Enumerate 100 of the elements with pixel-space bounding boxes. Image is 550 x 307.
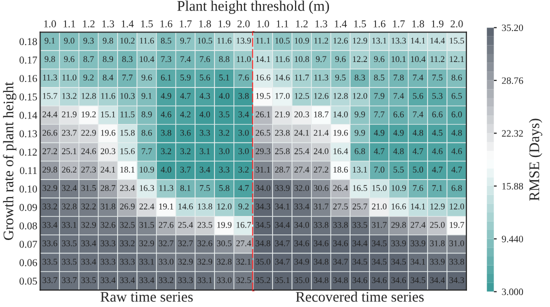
data-label: 3.7 bbox=[180, 166, 191, 173]
data-label: 7.5 bbox=[432, 74, 442, 81]
data-label: 6.0 bbox=[452, 111, 462, 118]
data-label: 33.4 bbox=[294, 204, 310, 210]
data-label: 35.1 bbox=[275, 277, 290, 284]
x-tick-label: 1.7 bbox=[392, 20, 405, 28]
y-tick-label: 0.13 bbox=[20, 130, 37, 138]
data-label: 15.8 bbox=[120, 130, 135, 136]
data-label: 25.4 bbox=[178, 222, 193, 228]
data-label: 8.3 bbox=[354, 74, 365, 81]
data-label: 12.2 bbox=[352, 56, 368, 62]
data-label: 16.7 bbox=[236, 222, 251, 228]
data-label: 32.5 bbox=[236, 277, 251, 284]
data-label: 27.2 bbox=[42, 148, 58, 154]
data-label: 19.2 bbox=[82, 111, 96, 118]
data-label: 29.8 bbox=[42, 166, 58, 173]
data-label: 33.4 bbox=[120, 277, 135, 284]
data-label: 7.4 bbox=[180, 56, 191, 62]
y-tick-label: 0.14 bbox=[20, 112, 38, 119]
data-label: 34.4 bbox=[275, 222, 290, 228]
data-label: 4.9 bbox=[393, 130, 404, 136]
x-tick-label: 1.6 bbox=[160, 20, 172, 28]
data-label: 4.0 bbox=[160, 166, 172, 173]
data-label: 34.1 bbox=[410, 258, 426, 265]
data-label: 14.1 bbox=[256, 56, 270, 62]
data-label: 3.1 bbox=[200, 148, 210, 154]
data-label: 9.0 bbox=[64, 38, 74, 44]
data-label: 34.3 bbox=[449, 277, 464, 284]
data-label: 12.9 bbox=[352, 38, 368, 44]
data-label: 33.3 bbox=[120, 258, 135, 265]
data-label: 20.3 bbox=[100, 148, 116, 154]
x-tick-label: 1.1 bbox=[276, 20, 288, 28]
data-label: 10.5 bbox=[275, 38, 290, 44]
data-label: 34.8 bbox=[314, 258, 328, 265]
data-label: 24.6 bbox=[81, 148, 96, 154]
data-label: 17.0 bbox=[275, 92, 290, 99]
data-label: 13.1 bbox=[372, 38, 386, 44]
data-label: 12.8 bbox=[334, 92, 348, 99]
data-label: 27.4 bbox=[236, 240, 252, 246]
data-label: 4.6 bbox=[432, 148, 443, 154]
data-label: 35.0 bbox=[294, 277, 310, 284]
data-label: 12.1 bbox=[450, 56, 464, 62]
data-label: 33.2 bbox=[158, 277, 174, 284]
data-label: 8.9 bbox=[142, 111, 152, 118]
data-label: 34.6 bbox=[372, 277, 387, 284]
data-label: 3.3 bbox=[219, 166, 230, 173]
data-label: 11.3 bbox=[159, 185, 174, 192]
y-tick-label: 0.08 bbox=[20, 222, 37, 230]
data-label: 3.0 bbox=[219, 148, 230, 154]
data-label: 24.1 bbox=[100, 166, 116, 173]
data-label: 11.2 bbox=[314, 38, 328, 44]
data-label: 32.9 bbox=[198, 258, 212, 265]
data-label: 14.6 bbox=[178, 204, 193, 210]
x-tick-label: 1.1 bbox=[64, 20, 76, 28]
data-label: 11.1 bbox=[256, 38, 270, 44]
x-tick-label: 2.0 bbox=[450, 20, 463, 28]
data-label: 6.6 bbox=[393, 111, 404, 118]
y-tick-label: 0.07 bbox=[20, 240, 38, 248]
data-label: 33.4 bbox=[100, 277, 116, 284]
data-label: 9.3 bbox=[83, 38, 94, 44]
data-label: 34.4 bbox=[352, 240, 368, 246]
data-label: 18.6 bbox=[334, 166, 348, 173]
data-label: 32.9 bbox=[42, 185, 58, 192]
data-label: 23.5 bbox=[198, 222, 212, 228]
data-label: 9.6 bbox=[374, 56, 384, 62]
data-label: 32.4 bbox=[62, 185, 77, 192]
data-label: 25.0 bbox=[430, 222, 445, 228]
data-label: 5.5 bbox=[394, 166, 404, 173]
color-bar-title: RMSE (Days) bbox=[528, 118, 542, 201]
data-label: 33.5 bbox=[81, 277, 96, 284]
data-label: 8.7 bbox=[83, 56, 94, 62]
data-label: 5.1 bbox=[219, 74, 230, 81]
data-label: 9.8 bbox=[102, 38, 114, 44]
data-label: 34.5 bbox=[410, 277, 426, 284]
data-label: 14.1 bbox=[411, 204, 426, 210]
data-label: 12.0 bbox=[450, 204, 464, 210]
data-label: 34.7 bbox=[333, 258, 348, 265]
data-label: 4.8 bbox=[412, 130, 424, 136]
data-label: 7.4 bbox=[413, 74, 424, 81]
x-tick-label: 1.2 bbox=[82, 20, 95, 28]
data-label: 9.1 bbox=[44, 38, 55, 44]
data-label: 29.3 bbox=[256, 148, 270, 154]
data-label: 3.4 bbox=[200, 166, 210, 173]
data-label: 33.9 bbox=[410, 240, 426, 246]
data-label: 15.0 bbox=[372, 185, 387, 192]
data-label: 16.4 bbox=[334, 148, 348, 154]
data-label: 8.1 bbox=[180, 185, 190, 192]
x-axis-title: Recovered time series bbox=[296, 292, 424, 302]
data-label: 9.6 bbox=[335, 56, 346, 62]
data-label: 26.9 bbox=[120, 204, 135, 210]
data-label: 31.1 bbox=[256, 166, 270, 173]
data-label: 12.0 bbox=[217, 204, 232, 210]
data-label: 33.4 bbox=[139, 277, 154, 284]
data-label: 33.5 bbox=[42, 258, 58, 265]
data-label: 4.6 bbox=[451, 148, 462, 154]
x-tick-label: 1.0 bbox=[44, 20, 56, 28]
data-label: 27.5 bbox=[333, 204, 348, 210]
data-label: 5.8 bbox=[219, 185, 230, 192]
x-tick-label: 1.4 bbox=[122, 20, 134, 28]
data-label: 33.3 bbox=[178, 277, 193, 284]
